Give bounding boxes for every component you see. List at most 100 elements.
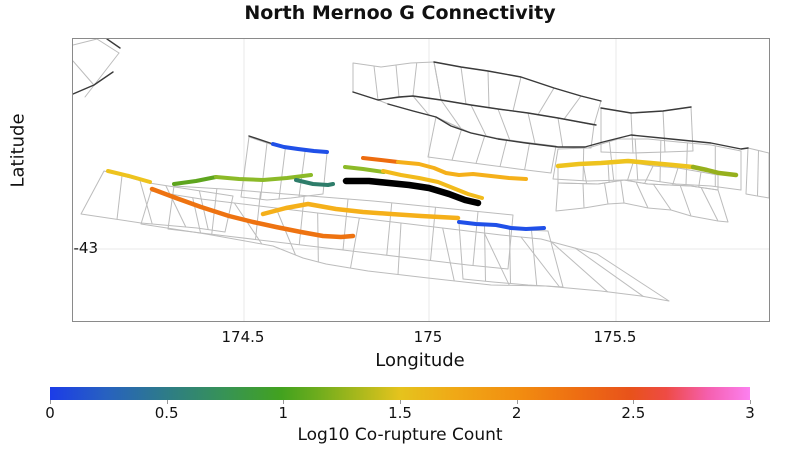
- fault-trace-dkorange-mid: [361, 156, 400, 164]
- fault-patch-outline-top: [435, 116, 557, 147]
- fault-patch-tie: [397, 222, 402, 275]
- fault-trace-orange-long: [149, 186, 356, 240]
- colorbar-tick-label: 1: [278, 404, 289, 422]
- fault-patch-tie: [470, 104, 487, 137]
- fault-patch-tie: [458, 222, 464, 280]
- fault-patch-tie: [140, 190, 152, 225]
- fault-trace-amber-low: [260, 201, 461, 221]
- fault-patch-tie: [662, 110, 666, 153]
- fault-patch-outline-bottom: [555, 202, 729, 223]
- fault-patch-tie: [527, 112, 536, 145]
- fault-trace-blue-low: [457, 220, 546, 231]
- fault-trace-amber-mid: [396, 160, 528, 181]
- fault-patch-tie: [582, 162, 588, 184]
- fault-trace-amber-steep: [381, 169, 484, 200]
- fault-patch-tie: [412, 95, 430, 116]
- fault-patch-tie: [442, 227, 455, 282]
- x-tick-label: 175.5: [593, 328, 637, 346]
- chart-title: North Mernoo G Connectivity: [244, 2, 556, 24]
- fault-patch-tie: [322, 152, 328, 195]
- fault-patch-tie: [412, 62, 418, 97]
- colorbar-tick-mark: [400, 400, 401, 404]
- fault-patch-tie: [483, 232, 510, 286]
- fault-top-edge: [106, 39, 121, 49]
- fault-trace-green-right-tip: [690, 164, 739, 178]
- colorbar-gradient: [50, 387, 750, 400]
- colorbar-tick-mark: [750, 400, 751, 404]
- fault-patch-tie: [260, 142, 268, 200]
- fault-patch-tie: [460, 66, 467, 105]
- fault-patch-fragment: [73, 39, 98, 46]
- fault-patch-tie: [590, 124, 595, 149]
- fault-patch-tie: [507, 214, 514, 270]
- fault-patch-tie: [433, 61, 442, 101]
- fault-patch-tie: [679, 185, 692, 217]
- fault-patch-outline-top: [557, 138, 742, 152]
- fault-top-edge: [387, 103, 749, 150]
- fault-patch-outline-top: [352, 61, 435, 68]
- fault-top-edge: [600, 106, 692, 114]
- colorbar-tick-mark: [283, 400, 285, 404]
- fault-patch-tie: [700, 187, 719, 222]
- fault-patch-tie: [672, 167, 679, 186]
- y-axis-label: Latitude: [7, 113, 29, 188]
- colorbar-tick-label: 3: [745, 404, 755, 422]
- fault-patch-tie: [509, 227, 511, 284]
- fault-patch-tie: [373, 65, 379, 101]
- fault-patch-fragment: [73, 60, 94, 85]
- fault-patch-tie: [497, 108, 511, 141]
- fault-patch-tie: [472, 211, 479, 266]
- colorbar-tick-mark: [633, 400, 635, 404]
- fault-patch-tie: [255, 191, 261, 240]
- colorbar-tick-mark: [50, 400, 51, 404]
- fault-top-edge: [433, 61, 602, 102]
- fault-patch-tie: [757, 150, 759, 197]
- fault-patch-fragment: [96, 39, 120, 54]
- fault-patch-tie: [350, 217, 360, 269]
- fault-patch-tie: [582, 183, 585, 209]
- fault-patch-outline-bottom: [80, 213, 226, 233]
- fault-patch-tie: [537, 87, 555, 115]
- fault-patch-tie: [451, 128, 463, 161]
- fault-patch-tie: [377, 99, 389, 105]
- fault-patch-tie: [499, 139, 508, 167]
- fault-patch-tie: [395, 64, 400, 98]
- map-canvas: [73, 39, 769, 321]
- fault-patch-tie: [440, 99, 462, 129]
- fault-patch-tie: [524, 142, 531, 170]
- fault-patch-tie: [626, 162, 634, 181]
- fault-patch-tie: [233, 202, 263, 245]
- fault-patch-tie: [630, 112, 634, 154]
- fault-trace-north-mernoo-g-source: [342, 177, 482, 207]
- fault-patch-tie: [278, 146, 286, 200]
- fault-top-edge: [73, 71, 114, 95]
- fault-top-edge: [248, 135, 274, 145]
- fault-top-edge: [352, 91, 597, 126]
- fault-patch-outline-top: [150, 190, 598, 255]
- fault-patch-tie: [167, 185, 175, 230]
- fault-patch-outline-bottom: [552, 178, 742, 191]
- fault-patch-tie: [717, 189, 729, 223]
- fault-trace-green-chain-b: [214, 173, 313, 182]
- fault-patch-tie: [139, 180, 153, 225]
- fault-patch-tie: [563, 95, 582, 120]
- map-plot-area: [72, 38, 770, 322]
- fault-patch-outline-bottom: [427, 156, 552, 174]
- fault-trace-gold-right: [555, 158, 696, 170]
- fault-patch-tie: [342, 198, 349, 251]
- fault-patch-tie: [593, 100, 602, 126]
- fault-trace-gold-left: [106, 169, 152, 184]
- fault-trace-blue-left: [271, 142, 329, 154]
- fault-patch-tie: [698, 171, 702, 188]
- fault-trace-teal-chain-c: [294, 178, 335, 187]
- fault-patch-tie: [298, 149, 306, 198]
- fault-patch-tie: [240, 136, 250, 198]
- fault-patch-tie: [635, 181, 649, 209]
- fault-patch-tie: [550, 241, 608, 293]
- colorbar-label: Log10 Co-rupture Count: [297, 425, 503, 445]
- fault-patch-tie: [596, 253, 670, 302]
- fault-patch-tie: [275, 207, 296, 256]
- fault-patch-tie: [531, 230, 538, 286]
- fault-patch-tie: [659, 140, 662, 182]
